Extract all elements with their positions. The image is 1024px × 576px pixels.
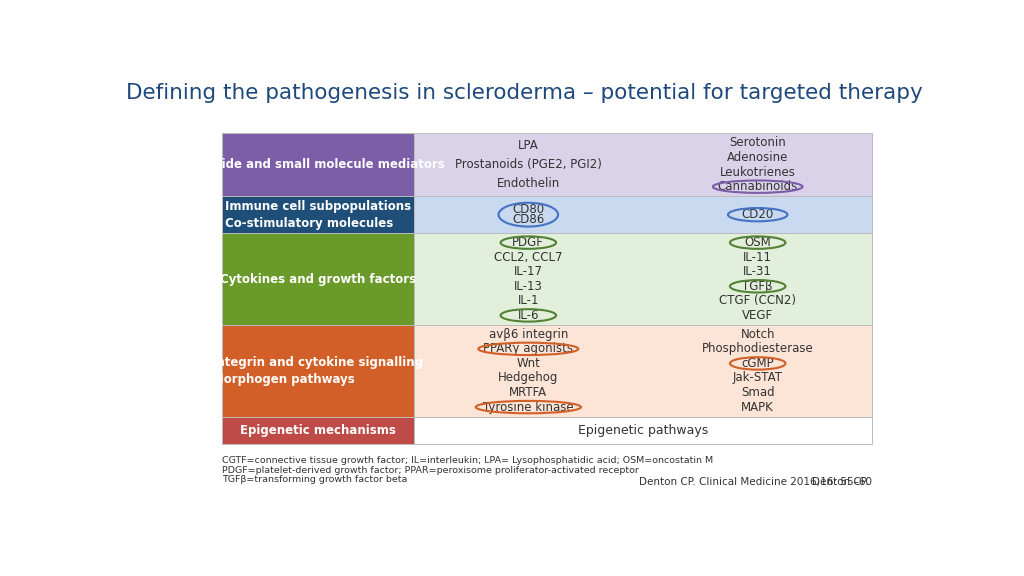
Text: PDGF: PDGF	[512, 236, 544, 249]
FancyBboxPatch shape	[414, 134, 872, 196]
Text: CTGF (CCN2): CTGF (CCN2)	[719, 294, 797, 308]
Text: Defining the pathogenesis in scleroderma – potential for targeted therapy: Defining the pathogenesis in scleroderma…	[126, 84, 924, 103]
Text: PDGF=platelet-derived growth factor; PPAR=peroxisome proliferator-activated rece: PDGF=platelet-derived growth factor; PPA…	[221, 465, 639, 475]
Text: CD86: CD86	[512, 213, 545, 226]
FancyBboxPatch shape	[221, 325, 414, 416]
Text: Notch: Notch	[740, 328, 775, 341]
Text: Adenosine: Adenosine	[727, 151, 788, 164]
Text: Smad: Smad	[741, 386, 774, 399]
Text: Peptide and small molecule mediators: Peptide and small molecule mediators	[190, 158, 444, 171]
Text: Jak-STAT: Jak-STAT	[733, 372, 782, 384]
Text: IL-11: IL-11	[743, 251, 772, 264]
Text: Prostanoids (PGE2, PGI2): Prostanoids (PGE2, PGI2)	[455, 158, 602, 171]
FancyBboxPatch shape	[414, 233, 872, 325]
Text: LPA: LPA	[518, 139, 539, 152]
Text: Serotonin: Serotonin	[729, 137, 786, 149]
Text: Wnt: Wnt	[516, 357, 541, 370]
Text: Phosphodiesterase: Phosphodiesterase	[701, 342, 814, 355]
Text: IL-6: IL-6	[517, 309, 539, 322]
Text: Denton CP.: Denton CP.	[812, 477, 872, 487]
Text: CD80: CD80	[512, 203, 545, 217]
Text: Integrin and cytokine signalling
Morphogen pathways: Integrin and cytokine signalling Morphog…	[212, 356, 423, 386]
Text: Endothelin: Endothelin	[497, 177, 560, 190]
FancyBboxPatch shape	[221, 416, 414, 444]
Text: Epigenetic mechanisms: Epigenetic mechanisms	[240, 424, 395, 437]
Text: IL-17: IL-17	[514, 265, 543, 278]
Text: Leukotrienes: Leukotrienes	[720, 165, 796, 179]
Text: CCL2, CCL7: CCL2, CCL7	[494, 251, 562, 264]
Text: Epigenetic pathways: Epigenetic pathways	[578, 424, 709, 437]
FancyBboxPatch shape	[221, 134, 414, 196]
Text: IL-31: IL-31	[743, 265, 772, 278]
Text: avβ6 integrin: avβ6 integrin	[488, 328, 568, 341]
Text: Immune cell subpopulations
Co-stimulatory molecules: Immune cell subpopulations Co-stimulator…	[224, 200, 411, 230]
Text: CD20: CD20	[741, 208, 774, 221]
FancyBboxPatch shape	[414, 416, 872, 444]
Text: PPARγ agonists: PPARγ agonists	[483, 342, 573, 355]
Text: VEGF: VEGF	[742, 309, 773, 322]
Text: TGFβ: TGFβ	[742, 280, 773, 293]
Text: Tyrosine kinase: Tyrosine kinase	[483, 400, 573, 414]
FancyBboxPatch shape	[221, 233, 414, 325]
Text: OSM: OSM	[744, 236, 771, 249]
Text: MAPK: MAPK	[741, 400, 774, 414]
Text: Cytokines and growth factors: Cytokines and growth factors	[219, 272, 416, 286]
FancyBboxPatch shape	[221, 196, 414, 233]
Text: CGTF=connective tissue growth factor; IL=interleukin; LPA= Lysophosphatidic acid: CGTF=connective tissue growth factor; IL…	[221, 456, 713, 465]
FancyBboxPatch shape	[414, 196, 872, 233]
Text: Hedgehog: Hedgehog	[498, 372, 558, 384]
Text: MRTFA: MRTFA	[509, 386, 548, 399]
FancyBboxPatch shape	[414, 325, 872, 416]
Text: IL-13: IL-13	[514, 280, 543, 293]
Text: cGMP: cGMP	[741, 357, 774, 370]
Text: Denton CP. Clinical Medicine 2016;16: 55–60: Denton CP. Clinical Medicine 2016;16: 55…	[639, 477, 872, 487]
Text: Cannabinoids: Cannabinoids	[718, 180, 798, 193]
Text: IL-1: IL-1	[517, 294, 539, 308]
Text: TGFβ=transforming growth factor beta: TGFβ=transforming growth factor beta	[221, 475, 407, 484]
